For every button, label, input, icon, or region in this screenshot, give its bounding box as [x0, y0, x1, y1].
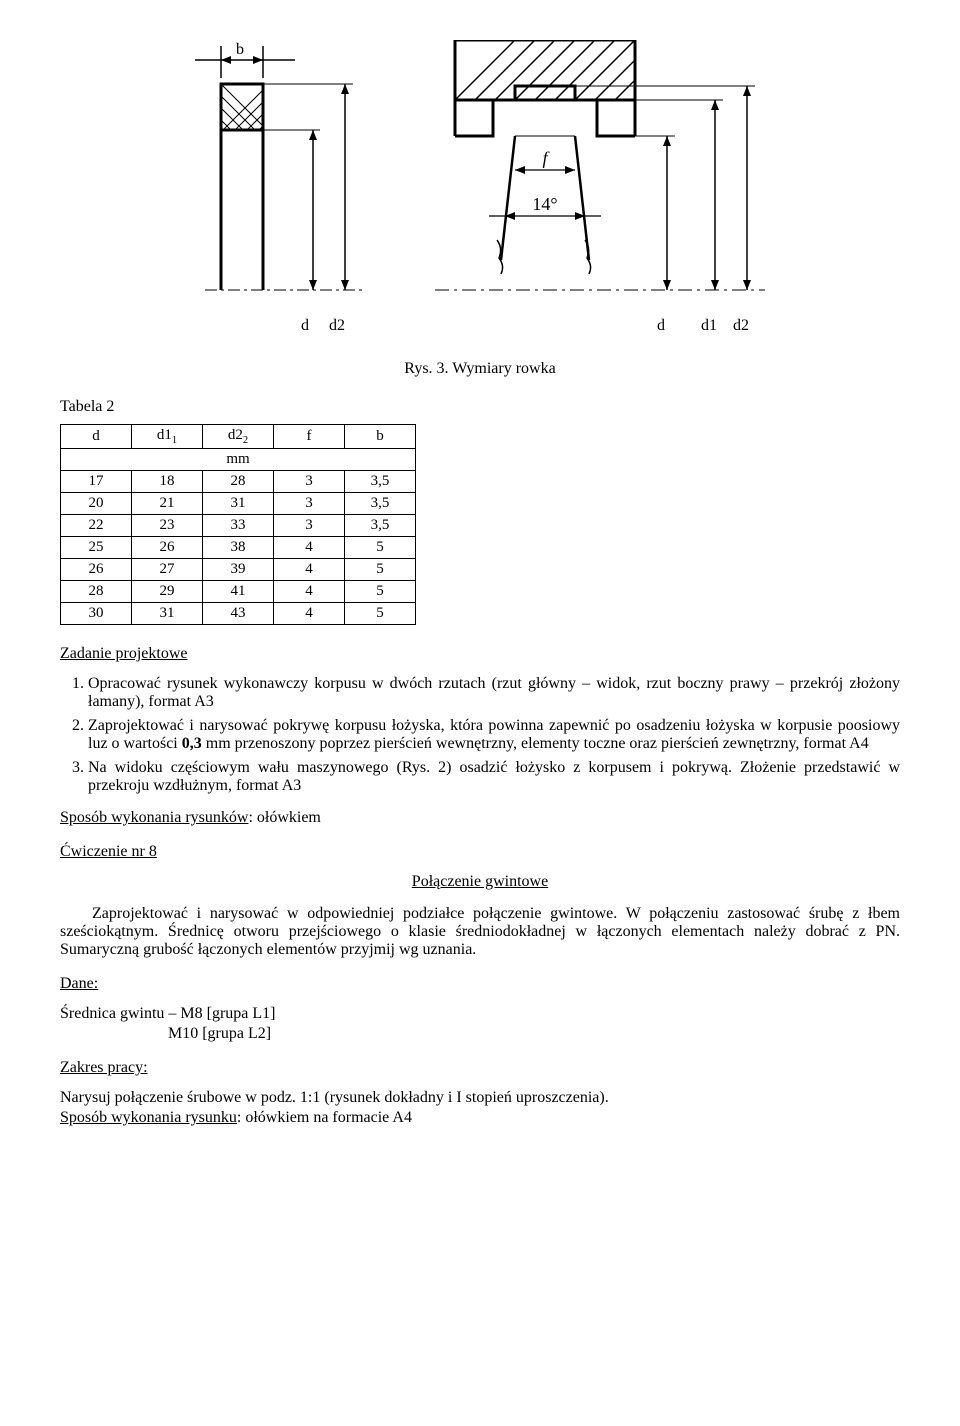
dane-line: M10 [grupa L2]: [60, 1025, 900, 1043]
sposob-line: Sposób wykonania rysunków: ołówkiem: [60, 809, 900, 827]
table-row: 30314345: [61, 603, 416, 625]
zakres-line: Sposób wykonania rysunku: ołówkiem na fo…: [60, 1109, 900, 1127]
right-d2-label: d2: [733, 317, 749, 334]
cw8-body: Zaprojektować i narysować w odpowiedniej…: [60, 905, 900, 959]
cw8-label: Ćwiczenie nr 8: [60, 843, 900, 861]
zakres-lines: Narysuj połączenie śrubowe w podz. 1:1 (…: [60, 1089, 900, 1127]
dane-line: Średnica gwintu – M8 [grupa L1]: [60, 1005, 900, 1023]
f-label: f: [542, 148, 550, 168]
table-header: f: [274, 425, 345, 449]
table-row: 28294145: [61, 581, 416, 603]
angle-label: 14°: [532, 194, 557, 214]
d-label: d: [301, 317, 309, 334]
right-figure-svg: f 14° d d1 d2: [415, 40, 775, 340]
zakres-line: Narysuj połączenie śrubowe w podz. 1:1 (…: [60, 1089, 900, 1107]
dane-label: Dane:: [60, 975, 900, 993]
task-item: Opracować rysunek wykonawczy korpusu w d…: [88, 675, 900, 711]
left-figure-svg: b: [185, 40, 375, 340]
right-d-label: d: [657, 317, 665, 334]
zakres-label: Zakres pracy:: [60, 1059, 900, 1077]
zadanie-heading: Zadanie projektowe: [60, 645, 900, 663]
table-row: 20213133,5: [61, 493, 416, 515]
d2-label: d2: [329, 317, 345, 334]
table-header: b: [345, 425, 416, 449]
data-table: d d11 d22 f b mm 17182833,5 20213133,5 2…: [60, 424, 416, 625]
table-unit-row: mm: [61, 449, 416, 471]
b-label: b: [236, 41, 244, 58]
figure-caption: Rys. 3. Wymiary rowka: [60, 360, 900, 378]
table-row: 22233333,5: [61, 515, 416, 537]
task-item: Zaprojektować i narysować pokrywę korpus…: [88, 717, 900, 753]
table-row: 25263845: [61, 537, 416, 559]
table-row: 17182833,5: [61, 471, 416, 493]
table-unit-cell: mm: [61, 449, 416, 471]
table-row: 26273945: [61, 559, 416, 581]
left-figure: b: [185, 40, 375, 340]
table-header: d22: [203, 425, 274, 449]
task-list: Opracować rysunek wykonawczy korpusu w d…: [60, 675, 900, 795]
table-header: d: [61, 425, 132, 449]
table-header-row: d d11 d22 f b: [61, 425, 416, 449]
table-label: Tabela 2: [60, 398, 900, 416]
cw8-title: Połączenie gwintowe: [60, 873, 900, 891]
dane-lines: Średnica gwintu – M8 [grupa L1] M10 [gru…: [60, 1005, 900, 1043]
right-figure: f 14° d d1 d2: [415, 40, 775, 340]
right-d1-label: d1: [701, 317, 717, 334]
task-item: Na widoku częściowym wału maszynowego (R…: [88, 759, 900, 795]
table-header: d11: [132, 425, 203, 449]
figures-row: b: [60, 40, 900, 340]
